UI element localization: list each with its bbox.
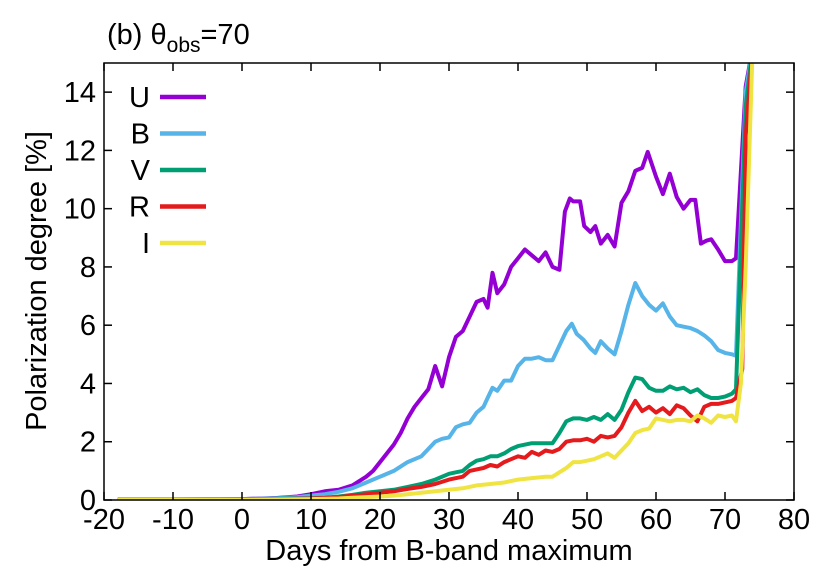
- series-line-R: [117, 63, 754, 500]
- y-tick-label: 8: [80, 252, 96, 284]
- series-line-V: [117, 63, 753, 500]
- y-tick-label: 12: [64, 135, 96, 167]
- x-tick-label: 50: [571, 504, 603, 536]
- legend-label-R: R: [129, 192, 150, 224]
- x-tick-label: 10: [295, 504, 327, 536]
- x-tick-label: 20: [364, 504, 396, 536]
- x-tick-label: 30: [433, 504, 465, 536]
- x-tick-label: 40: [502, 504, 534, 536]
- y-tick-label: 6: [80, 310, 96, 342]
- y-tick-label: 14: [64, 77, 96, 109]
- chart-title: (b) θobs=70: [107, 19, 250, 57]
- y-tick-label: 10: [64, 194, 96, 226]
- legend-label-I: I: [142, 228, 150, 260]
- legend-label-U: U: [129, 82, 150, 114]
- series-line-B: [117, 63, 753, 500]
- x-tick-label: -10: [152, 504, 194, 536]
- y-tick-label: 2: [80, 427, 96, 459]
- legend-label-V: V: [131, 155, 151, 187]
- y-tick-label: 0: [80, 485, 96, 517]
- x-tick-label: 70: [709, 504, 741, 536]
- legend-label-B: B: [131, 119, 150, 151]
- series-line-U: [117, 63, 752, 500]
- x-tick-label: 80: [778, 504, 810, 536]
- x-axis-label: Days from B-band maximum: [265, 535, 632, 567]
- y-axis-label: Polarization degree [%]: [21, 131, 53, 431]
- y-tick-label: 4: [80, 368, 96, 400]
- series-line-I: [117, 63, 755, 500]
- x-tick-label: 60: [640, 504, 672, 536]
- x-tick-label: -20: [83, 504, 125, 536]
- x-tick-label: 0: [234, 504, 250, 536]
